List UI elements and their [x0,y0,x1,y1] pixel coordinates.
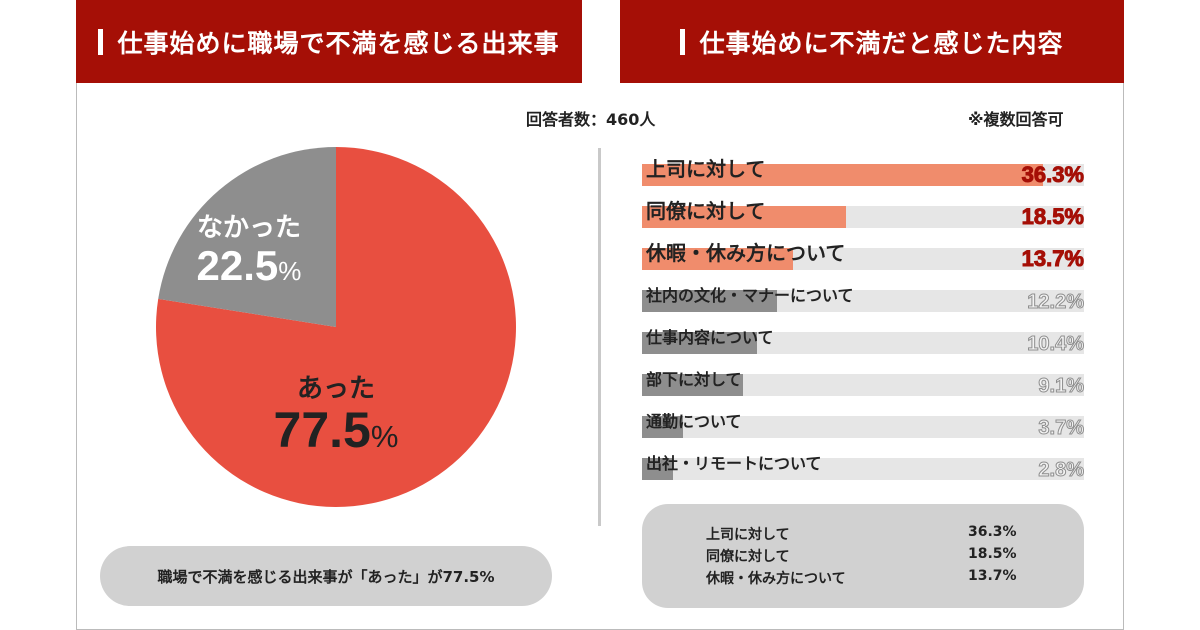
header-right: 仕事始めに不満だと感じた内容 [620,0,1124,83]
bar-value: 36.3% [1021,162,1084,188]
bar-value: 2.8% [1038,459,1085,482]
bar-row: 社内の文化・マナーについて 12.2% [642,274,1084,316]
top3-label: 同僚に対して [706,549,790,565]
bar-label: 出社・リモートについて [646,454,822,473]
bar-row: 仕事内容について 10.4% [642,316,1084,358]
top3-label: 休暇・休み方について [706,571,846,587]
bar-label: 休暇・休み方について [646,241,846,265]
bar-fill [642,248,794,270]
bar-row: 上司に対して 36.3% [642,148,1085,190]
bar-fill [642,458,673,480]
bar-label: 仕事内容について [646,328,774,347]
bar-row: 通勤について 3.7% [642,400,1084,442]
top3-value: 18.5% [968,546,1017,562]
respondents-count: 回答者数：460人 [526,110,656,129]
header-left-marker [98,28,104,55]
header-right-title: 仕事始めに不満だと感じた内容 [699,28,1064,58]
bar-track [642,374,1084,396]
bar-fill [642,332,757,354]
bar-value: 13.7% [1021,246,1084,272]
top3-value: 36.3% [968,524,1017,540]
pie-slice-no [158,147,336,327]
pie-summary-text: 職場で不満を感じる出来事が「あった」が77.5% [157,567,495,586]
bar-fill [642,416,683,438]
bar-label: 部下に対して [646,370,742,389]
header-left: 仕事始めに職場で不満を感じる出来事 [76,0,582,83]
bar-fill [642,164,1044,186]
bar-label: 通勤について [646,412,742,431]
header-right-marker [680,28,686,55]
pie-slice-yes [156,147,517,507]
bar-fill [642,290,777,312]
bar-fill [642,374,743,396]
bar-fill [642,206,847,228]
bar-row: 休暇・休み方について 13.7% [642,232,1085,274]
top3-summary: 上司に対して 36.3% 同僚に対して 18.5% 休暇・休み方について 13.7% [642,504,1084,608]
bar-track [642,458,1084,480]
bar-value: 10.4% [1027,333,1085,356]
bar-value: 12.2% [1027,291,1085,314]
multiple-answers-note: ※複数回答可 [968,110,1064,129]
bar-label: 上司に対して [646,157,766,181]
pie-summary: 職場で不満を感じる出来事が「あった」が77.5% [100,546,552,606]
bar-track [642,416,1084,438]
bar-value: 3.7% [1038,417,1085,440]
top3-label: 上司に対して [706,527,790,543]
section-divider [598,148,601,526]
bar-value: 18.5% [1021,204,1084,230]
bar-row: 同僚に対して 18.5% [642,190,1085,232]
bar-label: 社内の文化・マナーについて [646,286,854,305]
header-left-title: 仕事始めに職場で不満を感じる出来事 [117,28,560,58]
bar-value: 9.1% [1038,375,1085,398]
bar-label: 同僚に対して [646,199,766,223]
bar-chart: 上司に対して 36.3% 同僚に対して 18.5% 休暇・休み方について 13.7% 社内の… [642,148,1085,488]
pie-label-yes: あった [297,373,375,403]
pie-label-no: なかった [197,212,301,242]
bar-row: 出社・リモートについて 2.8% [642,442,1084,484]
bar-row: 部下に対して 9.1% [642,358,1084,400]
top3-value: 13.7% [968,568,1017,584]
